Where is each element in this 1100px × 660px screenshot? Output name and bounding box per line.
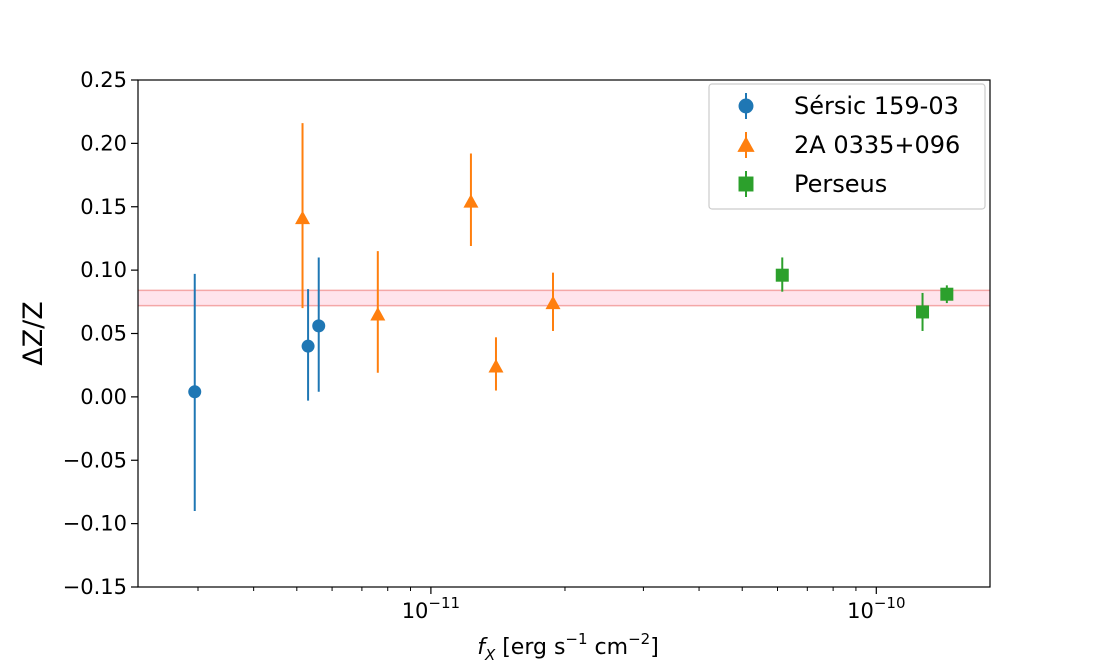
- legend-box: [708, 83, 986, 210]
- data-point: [940, 287, 954, 301]
- y-tick-label: −0.10: [63, 512, 127, 536]
- y-tick-label: −0.05: [63, 448, 127, 472]
- y-tick-label: 0.15: [80, 195, 127, 219]
- data-point: [370, 306, 386, 321]
- legend: Sérsic 159-03 2A 0335+096 Perseus: [708, 83, 986, 210]
- data-point: [312, 319, 326, 333]
- data-point: [301, 339, 315, 353]
- data-layer: [188, 123, 954, 511]
- x-axis-label-exp-a: −1: [565, 630, 587, 648]
- x-tick-label-base: 10: [402, 599, 429, 623]
- y-axis-label: ΔZ/Z: [18, 301, 49, 366]
- axis-layer: −0.15 −0.10 −0.05 0.00 0.05 0.10 0.15 0.20 0.25 1…: [63, 68, 906, 623]
- y-tick-label: 0.25: [80, 68, 127, 92]
- x-tick-label: 10−11: [402, 594, 460, 623]
- legend-marker: [737, 136, 755, 152]
- legend-label: Sérsic 159-03: [794, 92, 959, 120]
- data-point: [188, 385, 202, 399]
- y-tick-label: 0.10: [80, 258, 127, 282]
- y-tick-label: 0.20: [80, 131, 127, 155]
- legend-marker: [738, 176, 754, 192]
- x-axis-label: fX [erg s−1 cm−2]: [477, 630, 659, 660]
- y-tick-label: 0.05: [80, 322, 127, 346]
- data-point: [545, 295, 561, 310]
- legend-label: 2A 0335+096: [794, 131, 960, 159]
- x-tick-label-base: 10: [847, 599, 874, 623]
- legend-label: Perseus: [794, 170, 887, 198]
- x-axis-label-subscript: X: [484, 646, 496, 660]
- data-point: [295, 210, 311, 225]
- y-tick-label: −0.15: [63, 575, 127, 599]
- data-point: [463, 194, 479, 208]
- x-axis-label-f: f: [477, 635, 488, 660]
- data-point: [488, 358, 504, 373]
- reference-band: [138, 290, 990, 306]
- reference-band-layer: [138, 289, 990, 307]
- legend-entries: Sérsic 159-03 2A 0335+096 Perseus: [737, 92, 960, 198]
- legend-marker: [738, 98, 754, 114]
- x-axis-label-exp-b: −2: [628, 630, 650, 648]
- data-point: [916, 305, 930, 319]
- y-tick-label: 0.00: [80, 385, 127, 409]
- x-tick-label-exponent: −10: [874, 594, 906, 612]
- x-axis-label-unit-b: cm: [588, 635, 629, 660]
- x-axis-label-unit-a: [erg s: [495, 635, 565, 660]
- x-axis-label-close: ]: [650, 635, 659, 660]
- x-tick-label-exponent: −11: [428, 594, 460, 612]
- data-point: [775, 268, 789, 282]
- x-tick-label: 10−10: [847, 594, 905, 623]
